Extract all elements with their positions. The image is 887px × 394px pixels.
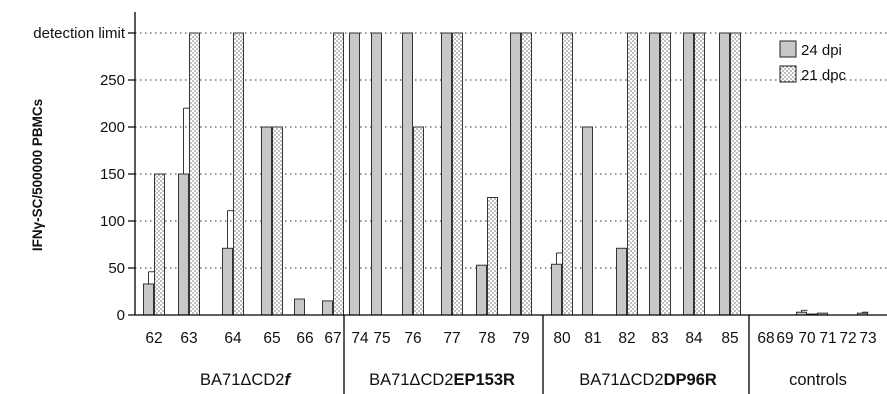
y-tick-label: 0 bbox=[117, 307, 125, 324]
bar-24dpi bbox=[402, 32, 413, 316]
x-category-label: 63 bbox=[180, 330, 197, 347]
bar-21dpc bbox=[730, 32, 741, 316]
legend-swatch-24dpi bbox=[779, 40, 797, 58]
y-tick-label: 150 bbox=[100, 166, 125, 183]
x-category-label: 62 bbox=[145, 330, 162, 347]
bar-21dpc bbox=[333, 32, 344, 316]
legend-label-21dpc: 21 dpc bbox=[801, 67, 847, 84]
legend-label-24dpi: 24 dpi bbox=[801, 42, 842, 59]
bar-24dpi bbox=[441, 32, 452, 316]
x-category-label: 82 bbox=[618, 330, 635, 347]
bar-21dpc bbox=[521, 32, 532, 316]
bar-21dpc bbox=[627, 32, 638, 316]
bar-24dpi bbox=[294, 298, 305, 316]
bar-24dpi bbox=[261, 126, 272, 316]
x-category-label: 65 bbox=[263, 330, 280, 347]
x-category-label: 74 bbox=[351, 330, 369, 347]
bar-21dpc bbox=[272, 126, 283, 316]
group-label-suffix: DP96R bbox=[664, 371, 717, 389]
bar-21dpc bbox=[487, 197, 498, 316]
bar-21dpc bbox=[562, 32, 573, 316]
group-label-main: BA71ΔCD2 bbox=[579, 371, 663, 389]
bar-24dpi bbox=[683, 32, 694, 316]
legend: 24 dpi 21 dpc bbox=[779, 40, 847, 84]
x-category-label: 84 bbox=[685, 330, 703, 347]
bar-21dpc bbox=[189, 32, 200, 316]
y-tick-label: 200 bbox=[100, 119, 125, 136]
bar-24dpi bbox=[616, 247, 627, 316]
bar-24dpi bbox=[510, 32, 521, 316]
bar-24dpi bbox=[371, 32, 382, 316]
bar-24dpi bbox=[551, 263, 562, 316]
bars bbox=[143, 32, 869, 316]
group-label: controls bbox=[789, 371, 847, 389]
axes bbox=[134, 12, 887, 394]
bar-21dpc bbox=[452, 32, 463, 316]
bar-24dpi bbox=[322, 300, 333, 316]
group-label-main: controls bbox=[789, 371, 847, 389]
x-category-label: 67 bbox=[324, 330, 341, 347]
bar-21dpc bbox=[233, 32, 244, 316]
group-label: BA71ΔCD2f bbox=[200, 371, 291, 389]
x-category-label: 79 bbox=[512, 330, 529, 347]
bar-24dpi bbox=[222, 247, 233, 316]
bar-24dpi bbox=[582, 126, 593, 316]
y-tick-label: 250 bbox=[100, 72, 125, 89]
x-category-label: 76 bbox=[404, 330, 421, 347]
x-category-label: 70 bbox=[798, 330, 816, 347]
x-category-label: 78 bbox=[478, 330, 495, 347]
y-tick-label: 100 bbox=[100, 213, 125, 230]
x-category-label: 73 bbox=[859, 330, 876, 347]
group-label-main: BA71ΔCD2 bbox=[369, 371, 453, 389]
bar-21dpc bbox=[660, 32, 671, 316]
bar-21dpc bbox=[413, 126, 424, 316]
x-category-label: 85 bbox=[721, 330, 738, 347]
group-label-suffix: EP153R bbox=[453, 371, 515, 389]
group-label: BA71ΔCD2DP96R bbox=[579, 371, 717, 389]
group-label: BA71ΔCD2EP153R bbox=[369, 371, 515, 389]
x-category-label: 75 bbox=[373, 330, 390, 347]
group-label-suffix: f bbox=[284, 371, 291, 389]
x-category-label: 71 bbox=[819, 330, 836, 347]
bar-24dpi bbox=[649, 32, 660, 316]
y-ticks: 0 50 100 150 200 250 detection limit bbox=[33, 25, 135, 324]
x-category-label: 80 bbox=[553, 330, 571, 347]
bar-24dpi bbox=[143, 283, 154, 316]
x-category-label: 66 bbox=[296, 330, 313, 347]
x-category-label: 64 bbox=[224, 330, 242, 347]
bar-24dpi bbox=[178, 173, 189, 316]
x-category-label: 72 bbox=[839, 330, 856, 347]
y-tick-label: 50 bbox=[108, 260, 125, 277]
group-label-main: BA71ΔCD2 bbox=[200, 371, 284, 389]
x-category-label: 77 bbox=[443, 330, 460, 347]
bar-24dpi bbox=[719, 32, 730, 316]
x-category-label: 68 bbox=[757, 330, 774, 347]
x-category-label: 69 bbox=[776, 330, 793, 347]
legend-swatch-21dpc bbox=[779, 65, 797, 83]
y-axis-label: IFNγ-SC/500000 PBMCs bbox=[30, 99, 45, 251]
y-tick-label: detection limit bbox=[33, 25, 126, 42]
bar-21dpc bbox=[694, 32, 705, 316]
x-category-label: 83 bbox=[651, 330, 668, 347]
bar-21dpc bbox=[154, 173, 165, 316]
bar-24dpi bbox=[476, 264, 487, 316]
x-category-label: 81 bbox=[584, 330, 601, 347]
bar-24dpi bbox=[349, 32, 360, 316]
